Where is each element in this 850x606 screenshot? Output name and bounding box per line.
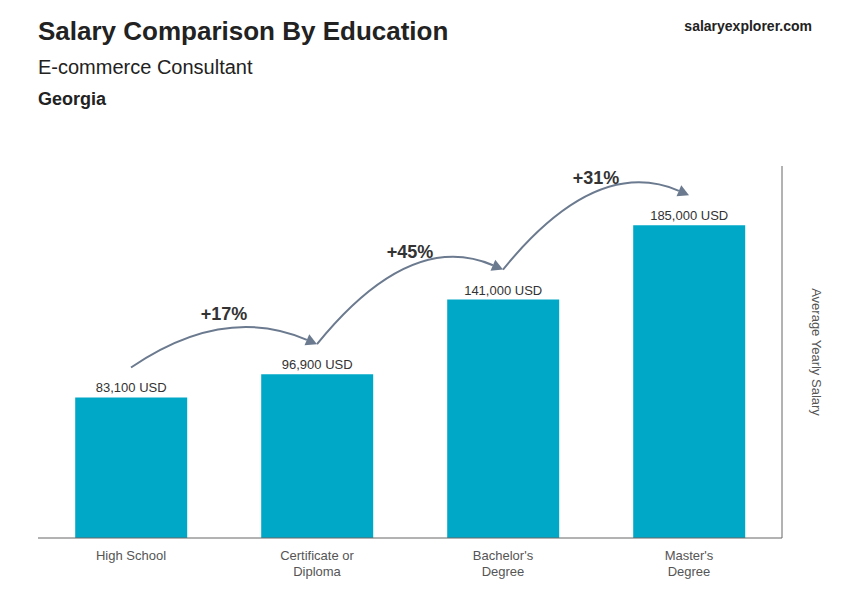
html-text:Salary Comparison By Education: Salary Comparison By Education [38,16,449,46]
svg-text:+31%: +31% [573,168,620,188]
svg-text:Master'sDegree: Master'sDegree [665,548,714,579]
svg-text:High School: High School [96,548,166,563]
svg-text:141,000 USD: 141,000 USD [464,283,542,298]
svg-text:Bachelor'sDegree: Bachelor'sDegree [473,548,534,579]
svg-text:Certificate orDiploma: Certificate orDiploma [280,548,354,579]
svg-text:83,100 USD: 83,100 USD [96,380,167,395]
html-text:E-commerce Consultant: E-commerce Consultant [38,56,253,78]
svg-text:Average Yearly Salary: Average Yearly Salary [809,288,824,416]
svg-text:96,900 USD: 96,900 USD [282,357,353,372]
html-text:salary explorer.com: salary explorer.com [684,18,812,34]
html-text:Georgia: Georgia [38,89,106,109]
svg-text:+17%: +17% [201,304,248,324]
svg-text:185,000 USD: 185,000 USD [650,208,728,223]
svg-text:+45%: +45% [387,242,434,262]
